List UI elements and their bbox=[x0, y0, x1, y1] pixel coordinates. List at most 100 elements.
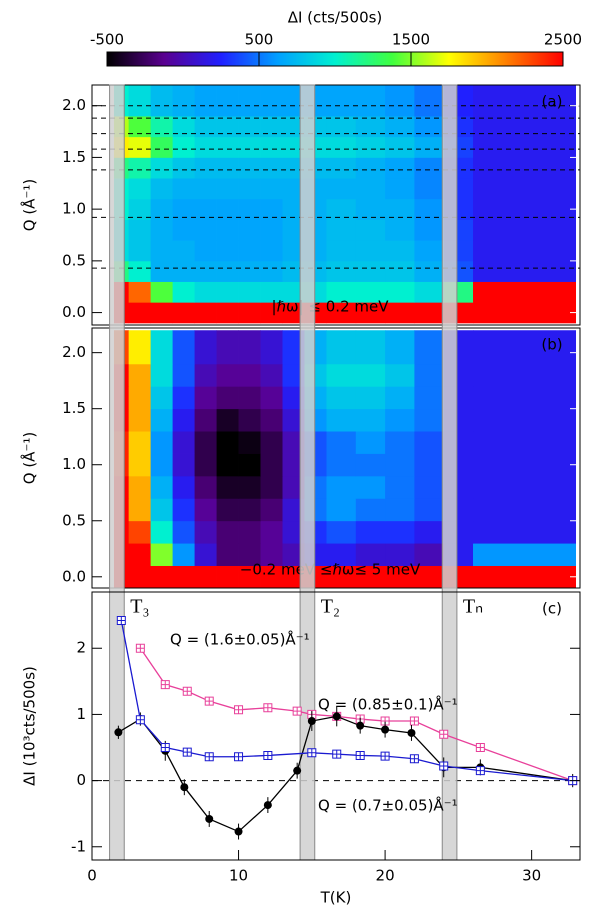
heatmap-cell bbox=[172, 198, 195, 220]
heatmap-cell bbox=[385, 281, 415, 303]
panel-label: (b) bbox=[541, 336, 562, 354]
heatmap-cell bbox=[326, 260, 357, 282]
heatmap-cell bbox=[326, 219, 357, 241]
heatmap-cell bbox=[260, 85, 283, 117]
heatmap-cell bbox=[355, 281, 386, 303]
heatmap-cell bbox=[385, 498, 415, 522]
y-tick-label: -1 bbox=[71, 837, 86, 855]
heatmap-cell bbox=[194, 543, 217, 566]
heatmap-cell bbox=[216, 543, 239, 566]
heatmap-cell bbox=[473, 431, 577, 454]
heatmap-cell bbox=[194, 136, 217, 158]
marker bbox=[263, 703, 273, 713]
heatmap-cell bbox=[355, 302, 386, 324]
marker bbox=[135, 643, 145, 653]
heatmap-cell bbox=[355, 330, 386, 365]
heatmap-cell bbox=[385, 453, 415, 477]
heatmap-cell bbox=[150, 431, 174, 454]
heatmap-cell bbox=[326, 240, 357, 262]
series-line bbox=[118, 715, 573, 833]
heatmap-cell bbox=[128, 85, 152, 117]
heatmap-cell bbox=[355, 565, 386, 589]
marker bbox=[307, 748, 317, 758]
marker bbox=[293, 766, 302, 775]
heatmap-cell bbox=[385, 520, 415, 544]
heatmap-cell bbox=[128, 363, 152, 387]
heatmap-cell bbox=[473, 565, 577, 589]
heatmap-cell bbox=[282, 281, 305, 303]
heatmap-cell bbox=[216, 219, 239, 241]
x-tick-label: 0 bbox=[87, 867, 97, 885]
heatmap-cell bbox=[150, 408, 174, 432]
heatmap-cell bbox=[282, 302, 305, 324]
heatmap-cell bbox=[282, 520, 305, 544]
marker bbox=[475, 743, 485, 753]
heatmap-cell bbox=[355, 219, 386, 241]
y-tick-label: 0.5 bbox=[62, 251, 86, 269]
heatmap-cell bbox=[216, 157, 239, 179]
heatmap-cell bbox=[473, 363, 577, 387]
heatmap-cell bbox=[260, 198, 283, 220]
heatmap-cell bbox=[355, 543, 386, 566]
heatmap-cell bbox=[150, 520, 174, 544]
heatmap-cell bbox=[414, 543, 445, 566]
band-label: T₂ bbox=[321, 596, 340, 618]
heatmap-cell bbox=[326, 85, 357, 117]
heatmap-cell bbox=[150, 136, 174, 158]
heatmap-cell bbox=[414, 281, 445, 303]
colorbar-label: ΔI (cts/500s) bbox=[288, 9, 383, 27]
heatmap-cell bbox=[194, 178, 217, 200]
heatmap-cell bbox=[150, 281, 174, 303]
marker bbox=[475, 766, 485, 776]
heatmap-cell bbox=[238, 136, 261, 158]
heatmap-cell bbox=[473, 240, 577, 262]
series-label: Q = (1.6±0.05)Å⁻¹ bbox=[170, 630, 310, 649]
heatmap-cell bbox=[150, 543, 174, 566]
heatmap-cell bbox=[260, 136, 283, 158]
heatmap-cell bbox=[385, 543, 415, 566]
heatmap-cell bbox=[194, 240, 217, 262]
heatmap-cell bbox=[326, 281, 357, 303]
heatmap-cell bbox=[172, 240, 195, 262]
y-axis-label: Q (Å⁻¹) bbox=[20, 179, 39, 231]
heatmap-cell bbox=[414, 453, 445, 477]
marker bbox=[307, 717, 316, 726]
heatmap-cell bbox=[260, 408, 283, 432]
heatmap-cell bbox=[238, 198, 261, 220]
heatmap-cell bbox=[216, 363, 239, 387]
heatmap-cell bbox=[216, 302, 239, 324]
heatmap-cell bbox=[128, 475, 152, 499]
marker bbox=[234, 752, 244, 762]
heatmap-cell bbox=[355, 157, 386, 179]
heatmap-cell bbox=[282, 219, 305, 241]
heatmap-cell bbox=[128, 431, 152, 454]
heatmap-cell bbox=[238, 281, 261, 303]
heatmap-cell bbox=[326, 198, 357, 220]
heatmap-cell bbox=[194, 85, 217, 117]
heatmap-cell bbox=[194, 198, 217, 220]
heatmap-cell bbox=[385, 219, 415, 241]
heatmap-cell bbox=[128, 408, 152, 432]
heatmap-cell bbox=[355, 85, 386, 117]
panel-label: (a) bbox=[542, 93, 563, 111]
heatmap-cell bbox=[194, 219, 217, 241]
heatmap-cell bbox=[128, 198, 152, 220]
heatmap-cell bbox=[150, 453, 174, 477]
marker bbox=[263, 801, 272, 810]
heatmap-cell bbox=[216, 85, 239, 117]
series-label: Q = (0.85±0.1)Å⁻¹ bbox=[318, 695, 458, 714]
heatmap-cell bbox=[238, 565, 261, 589]
heatmap-cell bbox=[150, 386, 174, 410]
heatmap-cell bbox=[194, 116, 217, 138]
series-group bbox=[114, 615, 578, 840]
heatmap-cell bbox=[128, 543, 152, 566]
heatmap-cell bbox=[414, 85, 445, 117]
heatmap-cell bbox=[128, 178, 152, 200]
heatmap-cell bbox=[216, 565, 239, 589]
heatmap-cell bbox=[172, 453, 195, 477]
heatmap-cell bbox=[238, 240, 261, 262]
heatmap-cell bbox=[414, 157, 445, 179]
heatmap-cell bbox=[385, 178, 415, 200]
heatmap-cell bbox=[473, 219, 577, 241]
